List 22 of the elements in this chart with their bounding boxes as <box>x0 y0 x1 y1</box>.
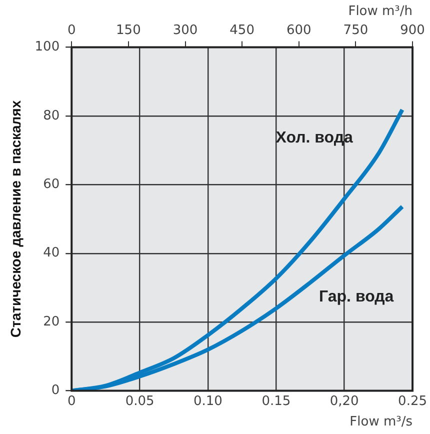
x-tick-label: 0,20 <box>330 394 359 409</box>
y-tick-label: 100 <box>34 40 60 55</box>
y-tick-label: 20 <box>43 314 60 330</box>
x2-tick-label: 150 <box>116 22 141 38</box>
y-tick-label: 80 <box>43 108 60 124</box>
x2-tick-label: 450 <box>230 22 254 38</box>
y-tick-label: 40 <box>43 246 60 261</box>
y-axis-title: Статическое давление в паскалях <box>7 100 24 338</box>
x2-tick-label: 900 <box>400 22 425 38</box>
x2-tick-label: 0 <box>67 22 76 38</box>
x-tick-label: 0.15 <box>262 394 291 409</box>
x2-tick-label: 750 <box>343 22 368 38</box>
x2-axis-title: Flow m³/h <box>348 4 413 20</box>
x-tick-label: 0.25 <box>398 394 428 409</box>
x-tick-label: 0 <box>67 394 76 409</box>
x-tick-label: 0.10 <box>194 394 222 409</box>
x-axis-title: Flow m³/s <box>350 414 413 430</box>
x2-tick-label: 600 <box>286 22 312 38</box>
x2-tick-label: 300 <box>172 22 198 38</box>
y-tick-label: 0 <box>51 383 60 398</box>
x-tick-label: 0.05 <box>125 394 154 409</box>
y-tick-label: 60 <box>43 177 60 192</box>
